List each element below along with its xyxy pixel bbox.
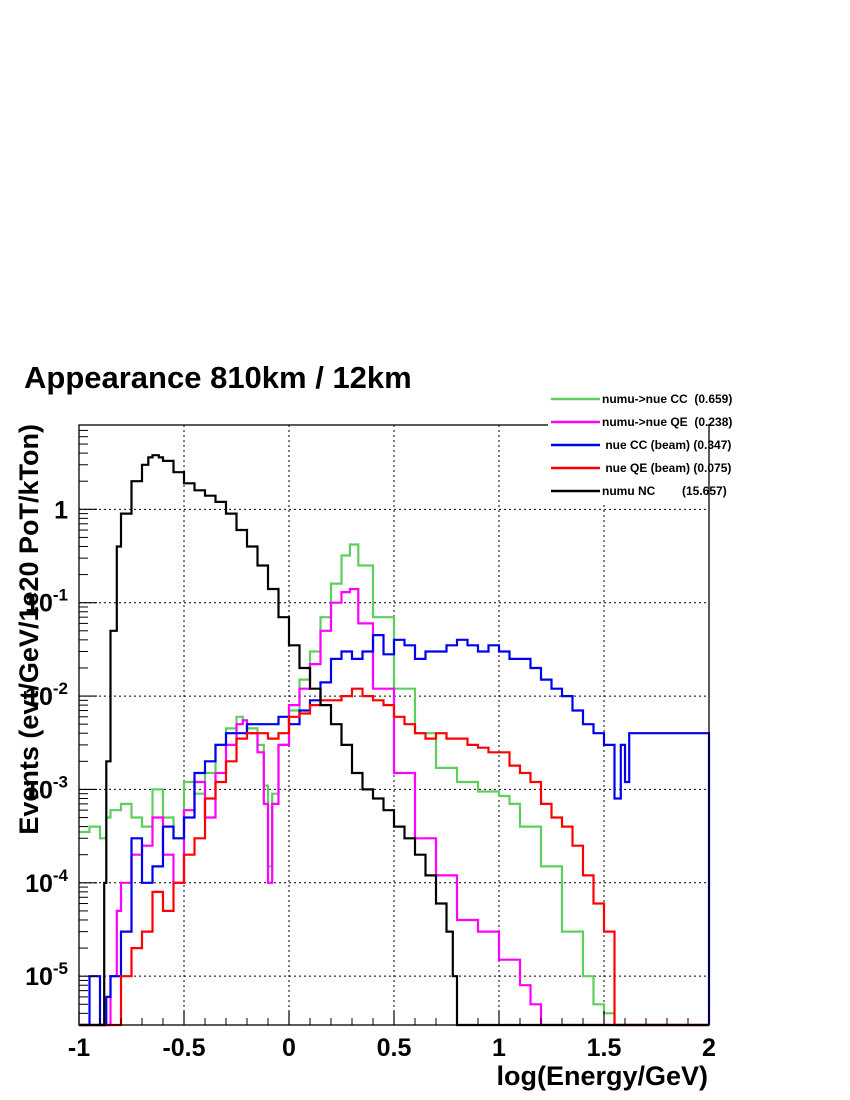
x-tick-label-1: -0.5 — [162, 1034, 205, 1062]
x-tick-label-2: 0 — [282, 1034, 296, 1062]
x-tick-label-4: 1 — [492, 1034, 506, 1062]
x-tick-label-6: 2 — [702, 1034, 716, 1062]
y-tick-labels: 10-5 10-4 10-3 10-2 10-1 1 — [25, 496, 68, 991]
series-layer — [79, 454, 711, 1027]
chart-title: Appearance 810km / 12km — [24, 360, 412, 395]
x-tick-label-5: 1.5 — [587, 1034, 622, 1062]
legend: numu->nue CC (0.659) numu->nue QE (0.238)… — [548, 385, 732, 503]
y-tick-label-5: 1 — [54, 496, 68, 524]
y-tick-label-2: 10-3 — [25, 772, 68, 804]
series-line-2 — [79, 634, 711, 1027]
legend-label-1: numu->nue QE (0.238) — [602, 415, 732, 429]
y-tick-label-4: 10-1 — [25, 586, 68, 618]
series-line-3 — [79, 687, 709, 1027]
y-tick-label-3: 10-2 — [25, 679, 68, 711]
series-line-1 — [79, 587, 709, 1027]
x-tick-label-0: -1 — [68, 1034, 90, 1062]
legend-label-0: numu->nue CC (0.659) — [602, 392, 732, 406]
y-tick-label-1: 10-4 — [25, 866, 68, 898]
legend-label-2: nue CC (beam) (0.347) — [602, 438, 731, 452]
series-line-4 — [79, 454, 709, 1027]
ticks — [78, 424, 710, 1026]
x-tick-label-3: 0.5 — [377, 1034, 412, 1062]
y-tick-label-0: 10-5 — [25, 959, 68, 991]
legend-label-4: numu NC (15.657) — [602, 484, 727, 498]
x-tick-labels: -1 -0.5 0 0.5 1 1.5 2 — [68, 1034, 716, 1062]
legend-label-3: nue QE (beam) (0.075) — [602, 461, 731, 475]
x-axis-label: log(Energy/GeV) — [496, 1061, 708, 1091]
y-axis-label: Events (evt/GeV/1e20 PoT/kTon) — [14, 424, 44, 835]
